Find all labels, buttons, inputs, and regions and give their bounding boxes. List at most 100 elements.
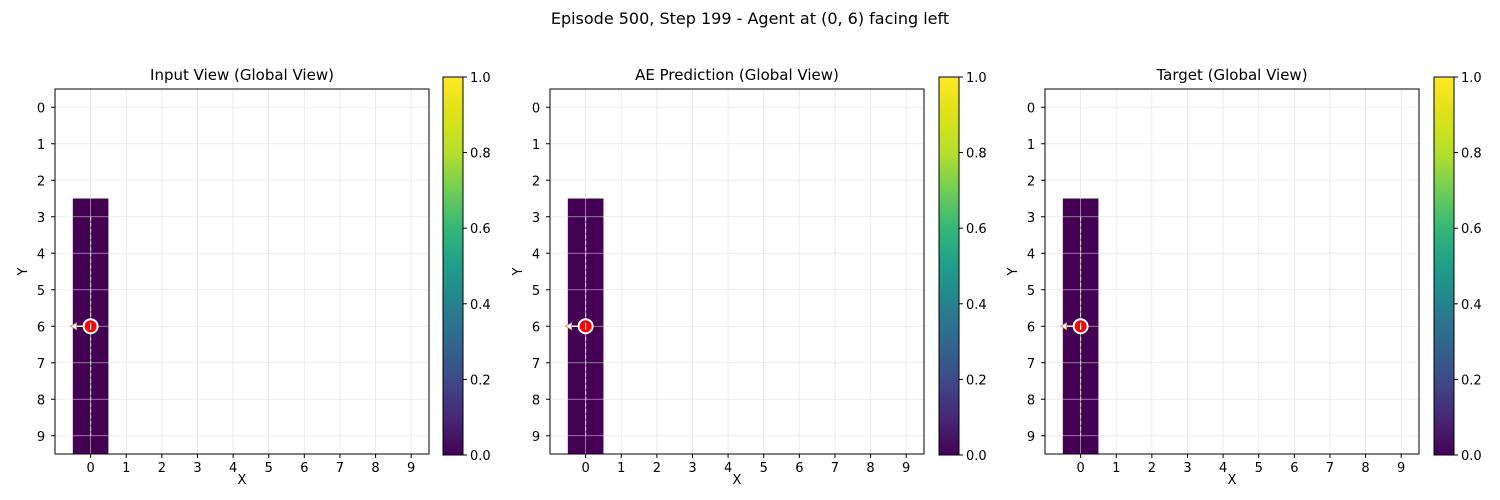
colorbar-tick-label: 0.0 [470,449,491,464]
x-tick-label: 7 [831,461,839,476]
y-tick-label: 4 [1027,247,1035,262]
y-tick-label: 0 [532,101,540,116]
y-tick-label: 7 [37,357,45,372]
y-axis-label: Y [16,267,31,276]
plot-area [55,89,429,454]
y-tick-label: 3 [1027,211,1035,226]
x-tick-label: 5 [265,461,273,476]
facing-arrow-head [69,322,78,331]
y-axis-label: Y [511,267,526,276]
x-tick-label: 0 [86,461,94,476]
y-tick-label: 7 [1027,357,1035,372]
x-tick-label: 1 [617,461,625,476]
x-tick-label: 9 [1397,461,1405,476]
y-tick-label: 6 [37,320,45,335]
colorbar-tick-label: 0.4 [470,298,491,313]
facing-arrow-head [1059,322,1068,331]
colorbar-tick-label: 0.4 [966,298,987,313]
y-tick-label: 1 [1027,138,1035,153]
x-tick-label: 1 [122,461,130,476]
x-axis-label: X [733,473,742,488]
y-tick-label: 6 [532,320,540,335]
y-tick-label: 2 [1027,174,1035,189]
y-tick-label: 9 [1027,430,1035,445]
y-tick-label: 3 [37,211,45,226]
y-tick-label: 8 [37,393,45,408]
colorbar-tick-label: 0.6 [1461,222,1482,237]
plot-frame [549,88,925,455]
y-axis-label: Y [1006,267,1021,276]
plot-area [1045,89,1419,454]
x-tick-label: 3 [688,461,696,476]
x-tick-label: 6 [300,461,308,476]
colorbar-tick-label: 0.8 [1461,147,1482,162]
y-tick-label: 4 [532,247,540,262]
x-tick-label: 0 [581,461,589,476]
x-tick-label: 8 [866,461,874,476]
colorbar-tick-label: 0.8 [470,147,491,162]
y-tick-label: 1 [532,138,540,153]
colorbar [443,77,463,455]
y-tick-label: 3 [532,211,540,226]
colorbar-tick-label: 1.0 [966,71,987,86]
x-tick-label: 2 [158,461,166,476]
colorbar-tick-label: 0.2 [470,373,491,388]
x-tick-label: 5 [1255,461,1263,476]
chart-panel-1: Input View (Global View) 0 1 2 3 4 5 6 7 8 9 0 1 2 3 4 5… [16,66,491,488]
colorbar-frame [442,76,464,456]
colorbar-tick-label: 1.0 [470,71,491,86]
colorbar-frame [938,76,960,456]
x-tick-label: 2 [1148,461,1156,476]
colorbar-tick-label: 0.0 [1461,449,1482,464]
x-tick-label: 6 [795,461,803,476]
colorbar-tick-label: 0.2 [966,373,987,388]
y-tick-label: 9 [532,430,540,445]
x-tick-label: 3 [193,461,201,476]
y-tick-label: 9 [37,430,45,445]
y-tick-label: 0 [37,101,45,116]
colorbar [939,77,959,455]
x-tick-label: 6 [1290,461,1298,476]
colorbar-frame [1433,76,1455,456]
x-tick-label: 8 [371,461,379,476]
y-tick-label: 6 [1027,320,1035,335]
colorbar-tick-label: 0.4 [1461,298,1482,313]
y-tick-label: 0 [1027,101,1035,116]
x-tick-label: 4 [1219,461,1227,476]
x-tick-label: 8 [1361,461,1369,476]
plot-area [550,89,924,454]
x-tick-label: 4 [724,461,732,476]
panel-title: Input View (Global View) [150,66,334,84]
x-tick-label: 7 [1326,461,1334,476]
chart-panel-3: Target (Global View) 0 1 2 3 4 5 6 7 8 9 0 1 2 3 4 5 6 7 8 9… [1006,66,1482,488]
x-tick-label: 4 [229,461,237,476]
colorbar-tick-label: 0.0 [966,449,987,464]
x-tick-label: 9 [902,461,910,476]
y-tick-label: 2 [532,174,540,189]
colorbar [1434,77,1454,455]
colorbar-tick-label: 1.0 [1461,71,1482,86]
y-tick-label: 8 [532,393,540,408]
colorbar-tick-label: 0.8 [966,147,987,162]
x-tick-label: 3 [1183,461,1191,476]
y-tick-label: 5 [532,284,540,299]
plot-frame [54,88,430,455]
x-tick-label: 9 [407,461,415,476]
x-tick-label: 7 [336,461,344,476]
x-tick-label: 1 [1112,461,1120,476]
panel-title: Target (Global View) [1155,66,1307,84]
x-tick-label: 0 [1076,461,1084,476]
y-tick-label: 2 [37,174,45,189]
x-tick-label: 5 [760,461,768,476]
plot-frame [1044,88,1420,455]
chart-panel-2: AE Prediction (Global View) 0 1 2 3 4 5 6 7 8 9 0 1 2… [511,66,987,488]
panel-title: AE Prediction (Global View) [635,66,839,84]
y-tick-label: 5 [37,284,45,299]
y-tick-label: 5 [1027,284,1035,299]
colorbar-tick-label: 0.2 [1461,373,1482,388]
figure-suptitle: Episode 500, Step 199 - Agent at (0, 6) … [551,9,949,28]
x-tick-label: 2 [653,461,661,476]
y-tick-label: 4 [37,247,45,262]
facing-arrow-head [564,322,573,331]
x-axis-label: X [1228,473,1237,488]
